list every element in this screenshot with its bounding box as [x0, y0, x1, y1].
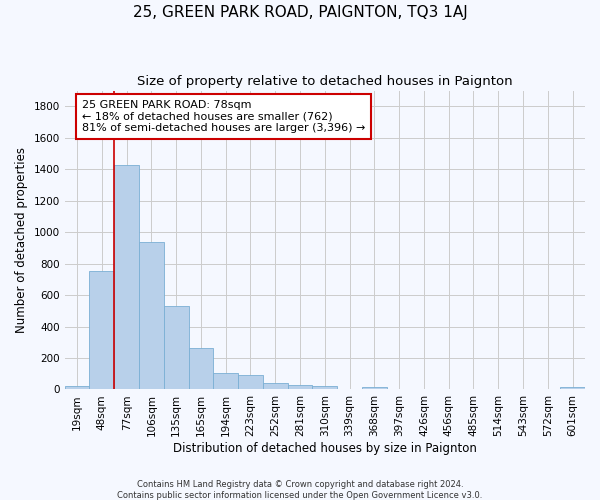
Bar — [313, 386, 337, 390]
Bar — [412, 388, 436, 390]
Text: Contains HM Land Registry data © Crown copyright and database right 2024.
Contai: Contains HM Land Registry data © Crown c… — [118, 480, 482, 500]
X-axis label: Distribution of detached houses by size in Paignton: Distribution of detached houses by size … — [173, 442, 477, 455]
Title: Size of property relative to detached houses in Paignton: Size of property relative to detached ho… — [137, 75, 512, 88]
Bar — [164, 306, 188, 390]
Bar — [387, 388, 412, 390]
Bar — [114, 166, 139, 390]
Text: 25, GREEN PARK ROAD, PAIGNTON, TQ3 1AJ: 25, GREEN PARK ROAD, PAIGNTON, TQ3 1AJ — [133, 5, 467, 20]
Y-axis label: Number of detached properties: Number of detached properties — [15, 147, 28, 333]
Bar — [436, 388, 461, 390]
Bar — [139, 242, 164, 390]
Bar — [214, 373, 238, 390]
Bar — [287, 384, 313, 390]
Bar — [263, 383, 287, 390]
Bar — [89, 272, 114, 390]
Text: 25 GREEN PARK ROAD: 78sqm
← 18% of detached houses are smaller (762)
81% of semi: 25 GREEN PARK ROAD: 78sqm ← 18% of detac… — [82, 100, 365, 133]
Bar — [560, 387, 585, 390]
Bar — [238, 374, 263, 390]
Bar — [362, 387, 387, 390]
Bar — [65, 386, 89, 390]
Bar — [188, 348, 214, 390]
